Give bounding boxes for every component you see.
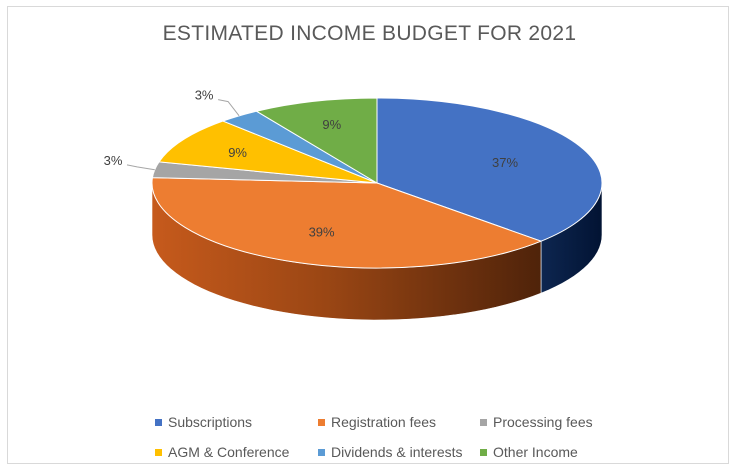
legend-item-agm-and-conference: AGM & Conference xyxy=(155,444,289,460)
legend-label-subscriptions: Subscriptions xyxy=(168,414,253,430)
data-label-other-income: 9% xyxy=(322,117,341,132)
legend-item-registration-fees: Registration fees xyxy=(318,414,436,430)
legend-swatch-processing-fees xyxy=(480,418,487,426)
chart-title: ESTIMATED INCOME BUDGET FOR 2021 xyxy=(162,22,577,45)
legend-item-processing-fees: Processing fees xyxy=(480,414,593,430)
legend-item-dividends-and-interests: Dividends & interests xyxy=(318,444,463,460)
legend-label-processing-fees: Processing fees xyxy=(493,414,593,430)
pie-slice-subscriptions xyxy=(376,97,603,242)
data-label-agm-and-conference: 9% xyxy=(228,145,247,160)
legend-swatch-registration-fees xyxy=(318,418,325,426)
data-label-dividends-and-interests: 3% xyxy=(195,88,214,103)
legend-swatch-agm-and-conference xyxy=(155,448,162,456)
legend-swatch-other-income xyxy=(480,448,487,456)
data-label-subscriptions: 37% xyxy=(492,155,518,170)
legend-label-agm-and-conference: AGM & Conference xyxy=(168,444,290,460)
legend-label-dividends-and-interests: Dividends & interests xyxy=(331,444,463,460)
legend-swatch-subscriptions xyxy=(155,418,162,426)
pie-slice-other-income xyxy=(255,97,378,184)
legend-item-subscriptions: Subscriptions xyxy=(155,414,252,430)
leader-line-processing-fees xyxy=(126,164,155,171)
pie-slice-registration-fees xyxy=(151,177,543,269)
pie-slice-agm-and-conference xyxy=(158,120,378,184)
legend-label-registration-fees: Registration fees xyxy=(331,414,437,430)
leader-line-dividends-and-interests xyxy=(218,99,240,117)
legend-label-other-income: Other Income xyxy=(493,444,578,460)
data-label-processing-fees: 3% xyxy=(104,153,123,168)
legend-item-other-income: Other Income xyxy=(480,444,578,460)
data-label-registration-fees: 39% xyxy=(309,224,335,239)
legend-swatch-dividends-and-interests xyxy=(318,448,325,456)
